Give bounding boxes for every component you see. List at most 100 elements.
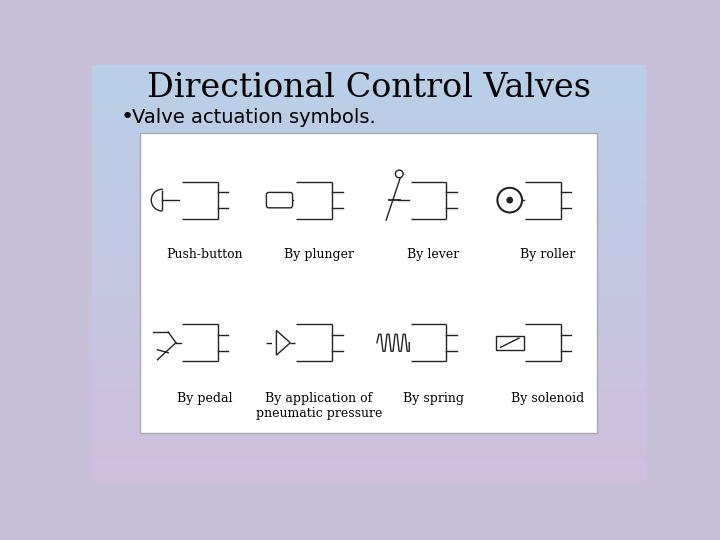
Bar (92, 460, 647, 464)
Bar (92, 90, 647, 94)
Bar (92, 435, 647, 439)
Bar (92, 173, 647, 177)
Bar (92, 327, 647, 331)
Bar (92, 306, 647, 310)
Bar (92, 265, 647, 268)
Bar (92, 418, 647, 422)
Bar (92, 364, 647, 368)
Bar (92, 393, 647, 397)
Circle shape (395, 170, 403, 178)
Bar (92, 389, 647, 393)
Bar (92, 352, 647, 356)
Bar (92, 439, 647, 443)
Bar (92, 260, 647, 265)
Bar (92, 160, 647, 165)
Bar (92, 119, 647, 123)
Bar (92, 414, 647, 418)
Bar (92, 273, 647, 277)
Bar (92, 156, 647, 160)
Polygon shape (276, 330, 290, 355)
Circle shape (498, 188, 522, 212)
Bar (92, 123, 647, 127)
Bar (92, 447, 647, 451)
Bar (92, 277, 647, 281)
Bar (140, 132, 597, 433)
Bar (92, 348, 647, 352)
Bar (92, 431, 647, 435)
Bar (92, 298, 647, 302)
Bar (92, 148, 647, 152)
Bar (92, 77, 647, 82)
Bar (92, 248, 647, 252)
Bar (92, 144, 647, 148)
Bar (92, 373, 647, 377)
Bar (92, 252, 647, 256)
Bar (92, 190, 647, 194)
Text: •: • (121, 107, 135, 127)
Bar (92, 140, 647, 144)
Bar (92, 106, 647, 111)
Bar (92, 356, 647, 360)
Bar (92, 343, 647, 348)
Bar (92, 339, 647, 343)
Bar (92, 302, 647, 306)
Bar (92, 427, 647, 431)
Bar (92, 211, 647, 214)
Bar (92, 289, 647, 294)
Bar (92, 456, 647, 460)
Bar (92, 177, 647, 181)
Bar (92, 169, 647, 173)
Bar (92, 268, 647, 273)
Bar (92, 127, 647, 131)
Bar (92, 443, 647, 447)
Text: By application of
pneumatic pressure: By application of pneumatic pressure (256, 392, 382, 420)
Bar (92, 194, 647, 198)
Text: Valve actuation symbols.: Valve actuation symbols. (132, 107, 376, 127)
Bar (92, 402, 647, 406)
Bar (92, 360, 647, 364)
Bar (92, 94, 647, 98)
Bar (92, 82, 647, 85)
Bar (92, 73, 647, 77)
Bar (92, 368, 647, 373)
Bar (92, 206, 647, 211)
Bar (92, 214, 647, 219)
Bar (92, 152, 647, 156)
Bar (92, 111, 647, 114)
Text: By solenoid: By solenoid (510, 392, 584, 405)
FancyBboxPatch shape (266, 192, 292, 208)
Bar (92, 165, 647, 168)
Bar (92, 239, 647, 244)
Bar (92, 319, 647, 322)
Bar (92, 219, 647, 223)
Bar (92, 85, 647, 90)
Text: Push-button: Push-button (166, 248, 243, 261)
Bar (92, 231, 647, 235)
Bar (92, 227, 647, 231)
Bar (92, 410, 647, 414)
Circle shape (507, 198, 513, 203)
Bar (92, 381, 647, 385)
Bar (92, 294, 647, 298)
Bar (92, 310, 647, 314)
Bar (92, 422, 647, 427)
Bar (92, 185, 647, 190)
Text: Directional Control Valves: Directional Control Valves (147, 72, 591, 104)
Bar (92, 314, 647, 319)
Bar (92, 472, 647, 476)
Bar (92, 331, 647, 335)
Bar (92, 397, 647, 402)
Bar (92, 181, 647, 185)
Bar (92, 198, 647, 202)
Bar (92, 202, 647, 206)
Bar (92, 335, 647, 339)
Bar (92, 235, 647, 239)
Bar (92, 65, 647, 69)
Bar (92, 102, 647, 106)
Bar (92, 476, 647, 481)
Bar (92, 406, 647, 410)
Bar (92, 281, 647, 285)
Text: By spring: By spring (402, 392, 464, 405)
Bar (92, 468, 647, 472)
Text: By plunger: By plunger (284, 248, 354, 261)
